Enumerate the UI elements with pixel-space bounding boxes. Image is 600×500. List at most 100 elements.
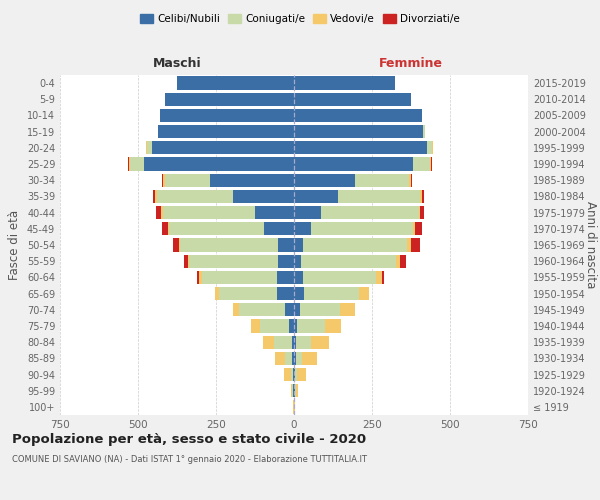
Bar <box>302 352 317 365</box>
Y-axis label: Anni di nascita: Anni di nascita <box>584 202 597 288</box>
Bar <box>215 287 219 300</box>
Bar <box>382 270 384 284</box>
Bar <box>301 254 396 268</box>
Bar <box>278 238 294 252</box>
Bar <box>295 368 298 381</box>
Bar <box>296 384 298 398</box>
Bar <box>275 352 284 365</box>
Bar <box>294 336 296 349</box>
Bar <box>163 174 164 187</box>
Bar <box>152 141 294 154</box>
Bar <box>294 320 297 332</box>
Bar <box>163 206 255 220</box>
Bar <box>144 158 294 170</box>
Bar <box>303 270 376 284</box>
Bar <box>179 238 180 252</box>
Y-axis label: Fasce di età: Fasce di età <box>8 210 21 280</box>
Bar <box>294 368 295 381</box>
Bar <box>293 400 294 413</box>
Bar <box>190 254 278 268</box>
Text: Maschi: Maschi <box>152 57 202 70</box>
Bar <box>407 238 412 252</box>
Bar <box>184 254 188 268</box>
Bar <box>294 270 303 284</box>
Bar <box>260 320 289 332</box>
Bar <box>424 125 425 138</box>
Bar <box>294 174 355 187</box>
Bar <box>233 190 294 203</box>
Bar <box>294 125 424 138</box>
Bar <box>294 238 303 252</box>
Bar <box>158 125 294 138</box>
Bar <box>431 158 432 170</box>
Bar <box>277 270 294 284</box>
Bar <box>294 158 413 170</box>
Bar <box>263 336 274 349</box>
Bar <box>265 222 294 235</box>
Bar <box>164 92 294 106</box>
Bar <box>413 222 415 235</box>
Bar <box>156 206 161 220</box>
Bar <box>129 158 130 170</box>
Bar <box>167 222 169 235</box>
Bar <box>130 158 144 170</box>
Bar <box>197 270 199 284</box>
Bar <box>359 287 368 300</box>
Bar <box>413 158 430 170</box>
Bar <box>164 174 210 187</box>
Bar <box>311 222 413 235</box>
Bar <box>155 190 157 203</box>
Bar <box>311 336 329 349</box>
Bar <box>294 352 296 365</box>
Bar <box>210 174 294 187</box>
Bar <box>289 320 294 332</box>
Bar <box>294 400 295 413</box>
Bar <box>162 174 163 187</box>
Bar <box>294 222 311 235</box>
Bar <box>293 368 294 381</box>
Text: Popolazione per età, sesso e stato civile - 2020: Popolazione per età, sesso e stato civil… <box>12 432 366 446</box>
Bar <box>177 76 294 90</box>
Bar <box>219 287 277 300</box>
Bar <box>303 238 407 252</box>
Bar <box>409 174 410 187</box>
Bar <box>188 254 190 268</box>
Bar <box>284 303 294 316</box>
Bar <box>292 352 294 365</box>
Bar <box>427 141 432 154</box>
Bar <box>284 352 292 365</box>
Bar <box>146 141 148 154</box>
Bar <box>157 190 233 203</box>
Bar <box>396 254 400 268</box>
Bar <box>161 206 163 220</box>
Bar <box>292 384 293 398</box>
Bar <box>422 190 424 203</box>
Bar <box>284 368 290 381</box>
Bar <box>340 303 355 316</box>
Bar <box>199 270 202 284</box>
Bar <box>128 158 129 170</box>
Bar <box>255 206 294 220</box>
Legend: Celibi/Nubili, Coniugati/e, Vedovi/e, Divorziati/e: Celibi/Nubili, Coniugati/e, Vedovi/e, Di… <box>136 10 464 29</box>
Bar <box>421 206 424 220</box>
Bar <box>169 222 265 235</box>
Bar <box>430 158 431 170</box>
Bar <box>355 174 409 187</box>
Bar <box>251 320 260 332</box>
Bar <box>296 336 311 349</box>
Bar <box>180 238 278 252</box>
Bar <box>419 206 421 220</box>
Bar <box>293 384 294 398</box>
Bar <box>294 141 427 154</box>
Bar <box>274 336 292 349</box>
Bar <box>148 141 152 154</box>
Bar <box>290 368 293 381</box>
Bar <box>295 384 296 398</box>
Bar <box>299 303 340 316</box>
Bar <box>294 384 295 398</box>
Bar <box>160 109 294 122</box>
Bar <box>400 254 406 268</box>
Bar <box>294 287 304 300</box>
Bar <box>292 336 294 349</box>
Bar <box>421 190 422 203</box>
